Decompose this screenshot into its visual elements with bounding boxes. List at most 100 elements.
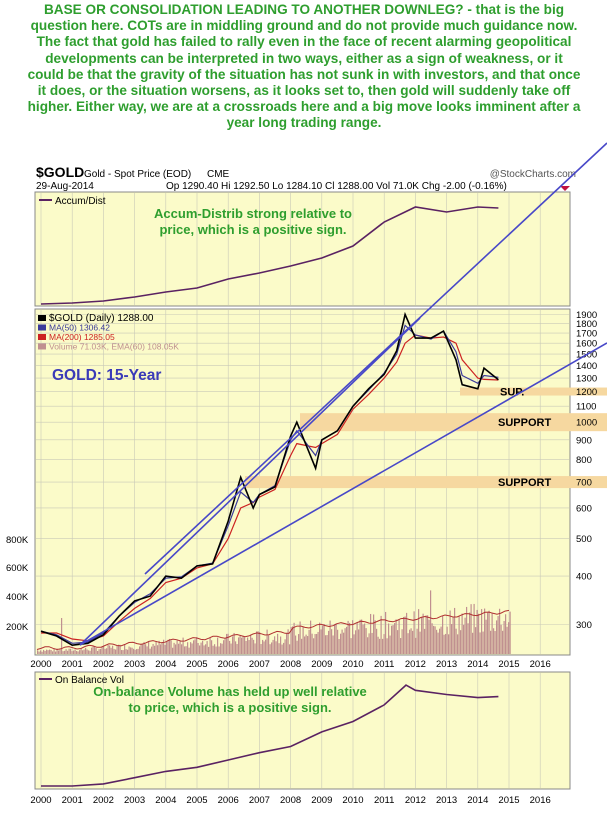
volume-bar bbox=[301, 638, 303, 654]
support-bands bbox=[245, 387, 607, 489]
volume-bar bbox=[398, 619, 400, 654]
volume-bar bbox=[382, 638, 384, 654]
volume-bar bbox=[83, 649, 85, 654]
volume-bar bbox=[103, 645, 105, 654]
volume-bar bbox=[184, 646, 186, 654]
upper-trendline bbox=[144, 142, 607, 575]
volume-bar bbox=[148, 641, 150, 654]
volume-bar bbox=[115, 649, 117, 654]
volume-bar bbox=[275, 641, 277, 654]
volume-bar bbox=[340, 633, 342, 654]
support-label-0: SUP. bbox=[500, 387, 524, 399]
volume-bar bbox=[418, 609, 420, 654]
volume-bar bbox=[314, 634, 316, 654]
support-band-2 bbox=[245, 476, 607, 489]
volume-bar bbox=[166, 641, 168, 654]
volume-bar bbox=[355, 630, 357, 654]
volume-bar bbox=[457, 634, 459, 654]
volume-bar bbox=[488, 610, 490, 654]
chart-date: 29-Aug-2014 bbox=[36, 181, 94, 192]
y-tick-label-1600: 1600 bbox=[576, 339, 597, 350]
volume-bar bbox=[280, 636, 282, 654]
volume-bar bbox=[469, 612, 471, 654]
volume-tick-200K: 200K bbox=[6, 622, 29, 633]
volume-bar bbox=[310, 620, 312, 654]
volume-bar bbox=[91, 647, 93, 654]
x-tick-label-2003: 2003 bbox=[124, 659, 145, 670]
volume-bar bbox=[478, 613, 480, 654]
volume-bar bbox=[290, 626, 292, 654]
volume-bar bbox=[233, 632, 235, 654]
volume-bar bbox=[157, 645, 159, 654]
x-tick-label-2013: 2013 bbox=[436, 659, 457, 670]
volume-bar bbox=[499, 608, 501, 654]
stockcharts-watermark: @StockCharts.com bbox=[490, 169, 576, 180]
volume-bar bbox=[296, 640, 298, 654]
volume-bar bbox=[95, 647, 97, 654]
volume-bar bbox=[277, 633, 279, 654]
x-tick-label-2006: 2006 bbox=[218, 659, 239, 670]
y-tick-label-700: 700 bbox=[576, 478, 592, 489]
volume-bar bbox=[362, 624, 364, 654]
volume-bar bbox=[397, 630, 399, 654]
volume-bar bbox=[337, 629, 339, 654]
volume-bar bbox=[433, 625, 435, 654]
volume-bar bbox=[61, 618, 63, 654]
volume-bar bbox=[284, 639, 286, 654]
volume-bar bbox=[475, 627, 477, 654]
volume-bar bbox=[188, 647, 190, 654]
volume-bar bbox=[502, 630, 504, 654]
volume-bar bbox=[409, 629, 411, 654]
volume-bar bbox=[346, 626, 348, 654]
volume-bar bbox=[158, 640, 160, 654]
volume-bar bbox=[64, 650, 66, 654]
volume-bar bbox=[467, 623, 469, 654]
volume-bar bbox=[38, 651, 40, 654]
volume-bar bbox=[47, 650, 49, 654]
legend-entry-2: MA(200) 1285.05 bbox=[49, 332, 115, 342]
volume-bar bbox=[358, 629, 360, 654]
volume-bar bbox=[496, 620, 498, 654]
volume-bar bbox=[241, 637, 243, 654]
legend-swatch-3 bbox=[38, 343, 46, 350]
volume-bar bbox=[49, 649, 51, 654]
x-tick-label-2015: 2015 bbox=[498, 659, 519, 670]
volume-bar bbox=[86, 649, 88, 654]
volume-bar bbox=[400, 638, 402, 654]
volume-bar bbox=[76, 651, 78, 654]
x-tick-label-2007: 2007 bbox=[249, 795, 270, 806]
x-tick-label-2014: 2014 bbox=[467, 795, 488, 806]
volume-bar bbox=[229, 640, 231, 654]
volume-bar bbox=[127, 649, 129, 654]
volume-bar bbox=[377, 636, 379, 654]
x-tick-label-2011: 2011 bbox=[374, 795, 394, 806]
volume-bar bbox=[43, 649, 45, 654]
volume-bar bbox=[119, 644, 121, 654]
volume-bar bbox=[364, 623, 366, 654]
volume-bar bbox=[164, 644, 166, 654]
x-tick-label-2015: 2015 bbox=[498, 795, 519, 806]
volume-bar bbox=[361, 619, 363, 654]
volume-bar bbox=[169, 638, 171, 654]
volume-bar bbox=[415, 637, 417, 654]
volume-bar bbox=[427, 615, 429, 654]
volume-bar bbox=[286, 632, 288, 654]
chart-symbol: $GOLD bbox=[36, 164, 84, 180]
support-band-0 bbox=[460, 387, 607, 396]
volume-bar bbox=[446, 626, 448, 654]
volume-bar bbox=[455, 628, 457, 654]
volume-bar bbox=[130, 647, 132, 654]
accum-dist-background bbox=[34, 191, 571, 307]
volume-bar bbox=[391, 625, 393, 654]
volume-bar bbox=[82, 650, 84, 654]
y-tick-label-600: 600 bbox=[576, 503, 592, 514]
volume-bar bbox=[175, 644, 177, 654]
x-axis-labels-bottom: 2000 2001 2002 2003 2004 2005 2006 2007 2008 2009… bbox=[30, 795, 550, 806]
volume-bar bbox=[497, 616, 499, 654]
volume-bar bbox=[67, 650, 69, 654]
volume-bar bbox=[265, 639, 267, 654]
volume-bar bbox=[440, 626, 442, 654]
volume-bar bbox=[422, 613, 424, 654]
